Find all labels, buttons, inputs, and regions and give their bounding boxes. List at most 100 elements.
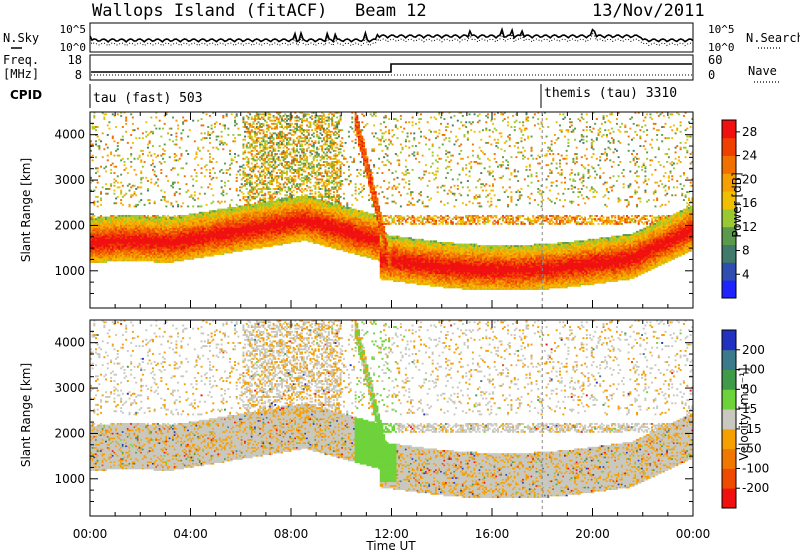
noise-left-tick-top: 10^5 [60, 23, 87, 36]
power-cell [98, 175, 100, 177]
power-cell [175, 139, 177, 141]
power-cell [152, 131, 154, 133]
power-cell [110, 183, 112, 185]
power-cell [164, 161, 166, 163]
power-cell [211, 128, 213, 130]
power-cell [197, 147, 199, 149]
power-cell [177, 174, 179, 176]
freq-label-line1: Freq. [3, 53, 39, 67]
power-cell [196, 172, 198, 174]
power-cell [97, 171, 99, 173]
power-cell [182, 167, 184, 169]
power-cell [129, 190, 131, 192]
power-cell [180, 205, 182, 207]
power-cell [144, 161, 146, 163]
power-cell [172, 140, 174, 142]
power-cell [162, 158, 164, 160]
power-cell [97, 126, 99, 128]
power-cell [122, 136, 124, 138]
power-cell [207, 126, 209, 128]
power-cell [182, 202, 184, 204]
power-cell [160, 190, 162, 192]
power-cell [117, 148, 119, 150]
power-cell [182, 117, 184, 119]
power-cell [197, 164, 199, 166]
power-cell [209, 142, 211, 144]
power-cell [102, 156, 104, 158]
power-cell [113, 190, 115, 192]
power-cell [130, 161, 132, 163]
power-cell [142, 166, 144, 168]
power-cell [187, 153, 189, 155]
power-cell [170, 128, 172, 130]
power-cell [192, 205, 194, 207]
power-cell [150, 155, 152, 157]
power-cell [149, 199, 151, 201]
date-title: 13/Nov/2011 [592, 1, 705, 21]
power-cell [209, 115, 211, 117]
power-cell [105, 166, 107, 168]
power-cell [164, 123, 166, 125]
power-cell [160, 199, 162, 201]
power-cell [180, 153, 182, 155]
power-cell [92, 155, 94, 157]
power-cell [212, 167, 214, 169]
power-cell [110, 151, 112, 153]
power-cell [201, 132, 203, 134]
power-cell [212, 147, 214, 149]
power-cell [167, 180, 169, 182]
power-cell [164, 196, 166, 198]
frequency-panel: Freq. [MHz] Nave 18 8 60 0 [3, 53, 780, 82]
power-cell [142, 132, 144, 134]
power-cell [177, 128, 179, 130]
power-cell [147, 147, 149, 149]
power-cell [175, 132, 177, 134]
power-cell [216, 161, 218, 163]
power-cell [212, 194, 214, 196]
power-cell [209, 183, 211, 185]
power-cell [211, 124, 213, 126]
power-cell [207, 186, 209, 188]
power-cell [212, 158, 214, 160]
power-cell [122, 139, 124, 141]
power-cell [127, 158, 129, 160]
noise-right-tick-top: 10^5 [708, 23, 735, 36]
power-cell [172, 117, 174, 119]
power-cell [150, 117, 152, 119]
power-cell [187, 136, 189, 138]
power-cell [177, 124, 179, 126]
power-cell [191, 175, 193, 177]
power-cell [117, 145, 119, 147]
power-cell [170, 202, 172, 204]
power-cell [209, 172, 211, 174]
power-cell [107, 159, 109, 161]
power-cell [92, 144, 94, 146]
freq-tick-top: 18 [68, 53, 82, 67]
power-cell [177, 204, 179, 206]
power-cell [120, 115, 122, 117]
power-cell [216, 139, 218, 141]
power-cell [124, 161, 126, 163]
power-cell [129, 204, 131, 206]
power-cell [95, 140, 97, 142]
power-cell [107, 147, 109, 149]
power-cell [149, 140, 151, 142]
power-cell [196, 156, 198, 158]
power-cell [154, 201, 156, 203]
power-cell [137, 204, 139, 206]
power-cell [115, 166, 117, 168]
power-cell [95, 156, 97, 158]
power-cell [206, 169, 208, 171]
power-cell [216, 121, 218, 123]
power-cell [172, 205, 174, 207]
power-cell [155, 182, 157, 184]
power-cell [217, 148, 219, 150]
power-cell [185, 183, 187, 185]
power-cell [211, 161, 213, 163]
power-cell [97, 205, 99, 207]
noise-panel: N.Sky N.Search 10^5 10^0 10^5 10^0 [3, 23, 800, 54]
power-cell [95, 186, 97, 188]
power-cell [194, 169, 196, 171]
power-cell [117, 175, 119, 177]
power-cell [140, 186, 142, 188]
